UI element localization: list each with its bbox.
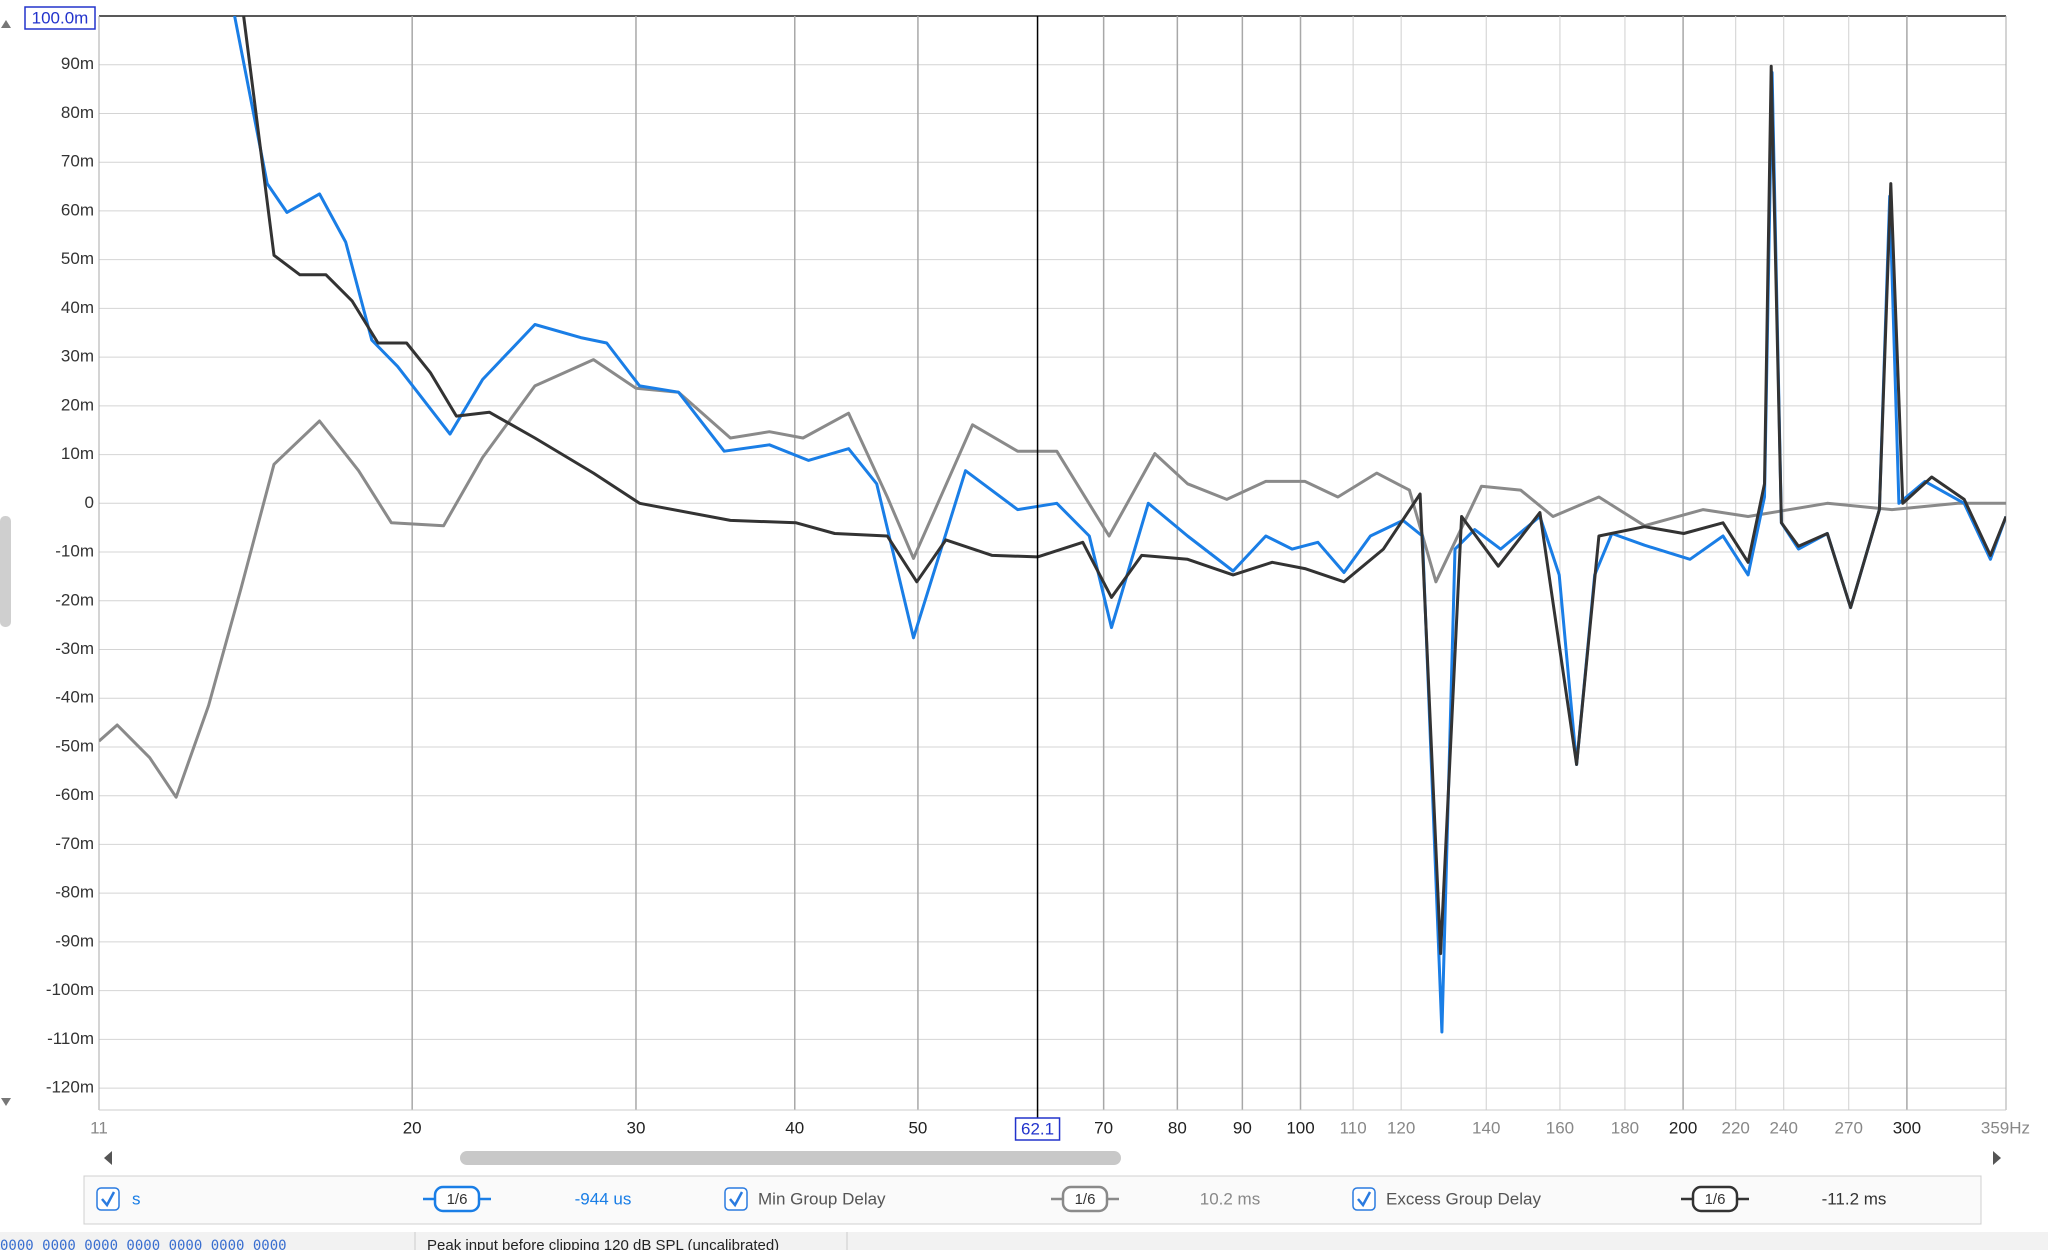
x-tick-label: 90 <box>1233 1118 1252 1137</box>
legend-label: Min Group Delay <box>758 1189 886 1208</box>
smoothing-label: 1/6 <box>447 1191 468 1208</box>
cursor-value: 10.2 ms <box>1200 1189 1260 1208</box>
x-tick-label: 20 <box>403 1118 422 1137</box>
y-tick-label: 0 <box>85 493 94 512</box>
legend-label: Excess Group Delay <box>1386 1189 1541 1208</box>
y-tick-label: 40m <box>61 298 94 317</box>
scroll-left[interactable] <box>104 1151 112 1165</box>
x-tick-label: 50 <box>908 1118 927 1137</box>
smoothing-button[interactable] <box>1061 1185 1109 1213</box>
y-tick-label: -100m <box>46 980 94 999</box>
y-tick-label: 60m <box>61 200 94 219</box>
h-scroll-thumb[interactable] <box>460 1151 1121 1165</box>
x-tick-label: 120 <box>1387 1118 1415 1137</box>
x-tick-label: 140 <box>1472 1118 1500 1137</box>
x-tick-label: 100 <box>1286 1118 1314 1137</box>
y-tick-label: 20m <box>61 395 94 414</box>
series-checkbox[interactable] <box>96 1187 120 1211</box>
x-tick-label: 11 <box>90 1118 108 1137</box>
y-tick-label: 100.0m <box>32 8 89 27</box>
x-tick-label: 70 <box>1094 1118 1113 1137</box>
x-tick-label: 270 <box>1835 1118 1863 1137</box>
y-tick-label: -120m <box>46 1078 94 1097</box>
y-tick-label: 80m <box>61 103 94 122</box>
smoothing-button[interactable] <box>1691 1185 1739 1213</box>
y-tick-label: -90m <box>55 931 94 950</box>
x-tick-label: 240 <box>1770 1118 1798 1137</box>
x-tick-label: 80 <box>1168 1118 1187 1137</box>
smoothing-button[interactable] <box>433 1185 481 1213</box>
legend-label: s <box>132 1189 141 1208</box>
scroll-right[interactable] <box>1993 1151 2001 1165</box>
y-max-box <box>24 6 96 30</box>
status-message: Peak input before clipping 120 dB SPL (u… <box>427 1237 779 1250</box>
smoothing-label: 1/6 <box>1705 1191 1726 1208</box>
legend-panel <box>83 1175 1982 1225</box>
smoothing-label: 1/6 <box>1075 1191 1096 1208</box>
y-tick-label: -30m <box>55 639 94 658</box>
x-tick-label: 40 <box>785 1118 804 1137</box>
scroll-up[interactable] <box>1 20 11 28</box>
x-tick-label: 160 <box>1546 1118 1574 1137</box>
series-checkbox[interactable] <box>724 1187 748 1211</box>
x-tick-label: 180 <box>1611 1118 1639 1137</box>
checkmark <box>729 1191 744 1208</box>
y-tick-label: -20m <box>55 590 94 609</box>
cursor-value: -11.2 ms <box>1822 1189 1887 1208</box>
y-tick-label: -10m <box>55 542 94 561</box>
y-tick-label: 30m <box>61 347 94 366</box>
y-tick-label: 70m <box>61 152 94 171</box>
plot-area <box>99 16 2006 1034</box>
y-tick-label: -80m <box>55 883 94 902</box>
y-tick-label: -50m <box>55 736 94 755</box>
series-line <box>99 358 2006 799</box>
input-levels: 0000 0000 0000 0000 0000 0000 0000 <box>0 1238 287 1250</box>
checkmark <box>101 1191 116 1208</box>
checkmark <box>1357 1191 1372 1208</box>
cursor-value: -944 us <box>575 1189 632 1208</box>
y-tick-label: 50m <box>61 249 94 268</box>
y-tick-label: -110m <box>47 1029 94 1048</box>
x-tick-label: 300 <box>1893 1118 1921 1137</box>
x-tick-label: 30 <box>627 1118 646 1137</box>
x-tick-label: 200 <box>1669 1118 1697 1137</box>
series-line <box>242 16 2006 956</box>
cursor-box <box>1014 1117 1061 1141</box>
status-bar <box>0 1232 2048 1250</box>
y-tick-label: 10m <box>61 444 94 463</box>
series-checkbox[interactable] <box>1352 1187 1376 1211</box>
x-tick-label: 110 <box>1340 1118 1367 1137</box>
y-tick-label: -60m <box>55 785 94 804</box>
y-tick-label: -40m <box>55 688 94 707</box>
x-tick-label: 359Hz <box>1981 1118 2030 1137</box>
cursor-label: 62.1 <box>1021 1119 1054 1138</box>
y-tick-label: -70m <box>55 834 94 853</box>
x-tick-label: 220 <box>1722 1118 1750 1137</box>
v-scroll-thumb[interactable] <box>0 516 11 627</box>
y-tick-label: 90m <box>61 54 94 73</box>
scroll-down[interactable] <box>1 1098 11 1106</box>
